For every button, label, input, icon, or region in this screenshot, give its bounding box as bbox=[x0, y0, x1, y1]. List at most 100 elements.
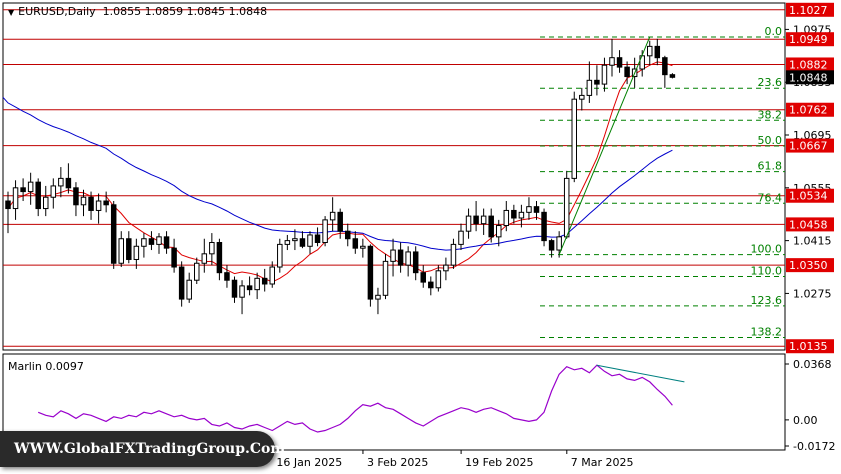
candle-body bbox=[224, 272, 230, 281]
fib-label: 76.4 bbox=[758, 191, 783, 204]
y-tick-label: 1.0415 bbox=[793, 235, 832, 248]
fib-label: 100.0 bbox=[751, 243, 783, 256]
candle-body bbox=[390, 249, 396, 262]
candle-body bbox=[397, 249, 404, 266]
candle-body bbox=[95, 200, 102, 211]
level-tag bbox=[786, 57, 834, 72]
candle-body bbox=[435, 270, 442, 289]
fib-label: 0.0 bbox=[765, 25, 783, 38]
level-label: 1.0135 bbox=[789, 340, 828, 353]
current-price-label: 1.0848 bbox=[789, 71, 828, 84]
candle-body bbox=[329, 211, 336, 221]
candle-body bbox=[375, 294, 381, 300]
candle-body bbox=[412, 251, 419, 274]
candle-body bbox=[110, 204, 117, 264]
level-label: 1.0762 bbox=[789, 104, 828, 117]
candle-body bbox=[345, 230, 351, 240]
level-label: 1.0667 bbox=[789, 140, 828, 153]
level-tag bbox=[786, 138, 834, 153]
candle-body bbox=[428, 281, 434, 289]
candle-body bbox=[609, 57, 615, 66]
candle-body bbox=[43, 196, 49, 210]
candle-body bbox=[465, 215, 472, 232]
fib-label: 50.0 bbox=[758, 134, 783, 147]
watermark: WWW.GlobalFXTradingGroup.Com bbox=[0, 431, 285, 467]
high-value: 1.0859 bbox=[144, 5, 184, 18]
candle-body bbox=[284, 240, 291, 245]
candle-body bbox=[194, 262, 200, 281]
candle-body bbox=[254, 277, 260, 291]
divergence-line bbox=[596, 364, 685, 383]
fib-anchor-line bbox=[558, 36, 651, 255]
osc-tick-label: 0.0368 bbox=[793, 358, 832, 371]
level-label: 1.0458 bbox=[789, 218, 828, 231]
x-tick-label: 3 Feb 2025 bbox=[367, 456, 428, 469]
candle-body bbox=[186, 279, 192, 300]
candle-body bbox=[209, 242, 215, 255]
fib-label: 61.8 bbox=[758, 160, 783, 173]
candle-body bbox=[314, 234, 321, 244]
osc-tick-label: -0.0172 bbox=[793, 440, 835, 453]
candle-body bbox=[586, 79, 593, 96]
candle-body bbox=[239, 285, 245, 298]
candle-body bbox=[156, 236, 162, 245]
candle-body bbox=[12, 187, 19, 210]
level-tag bbox=[786, 217, 834, 232]
fib-label: 38.2 bbox=[758, 108, 783, 121]
candle-body bbox=[216, 242, 223, 274]
candle-body bbox=[88, 196, 94, 211]
x-tick-label: 19 Feb 2025 bbox=[465, 456, 533, 469]
candle-body bbox=[322, 219, 328, 244]
candle-body bbox=[473, 215, 479, 225]
level-tag bbox=[786, 32, 834, 47]
candle-body bbox=[269, 266, 275, 285]
candle-body bbox=[5, 200, 11, 210]
level-label: 1.0949 bbox=[789, 33, 828, 46]
candle-body bbox=[277, 243, 283, 268]
level-label: 1.0534 bbox=[789, 190, 828, 203]
candle-body bbox=[246, 285, 253, 291]
candle-body bbox=[503, 209, 510, 227]
candle-body bbox=[367, 245, 374, 300]
candle-body bbox=[50, 185, 57, 198]
candle-body bbox=[533, 206, 540, 213]
candle-body bbox=[571, 98, 577, 179]
candle-body bbox=[141, 238, 147, 247]
candle-body bbox=[405, 251, 411, 266]
candle-body bbox=[450, 243, 457, 266]
candle-body bbox=[126, 238, 132, 260]
candle-body bbox=[624, 66, 630, 78]
candle-body bbox=[563, 177, 570, 238]
chart-header: ▼ EURUSD,Daily 1.0855 1.0859 1.0845 1.084… bbox=[8, 5, 267, 18]
candle-body bbox=[541, 211, 547, 242]
candle-body bbox=[458, 230, 464, 245]
candle-body bbox=[669, 74, 676, 78]
candle-body bbox=[58, 177, 64, 187]
candle-body bbox=[163, 236, 170, 249]
candle-body bbox=[594, 79, 600, 85]
candle-body bbox=[556, 236, 562, 251]
candle-body bbox=[548, 240, 555, 251]
oscillator-label: Marlin 0.0097 bbox=[8, 360, 84, 373]
candle-body bbox=[337, 211, 343, 232]
candle-body bbox=[73, 187, 79, 206]
current-price-tag bbox=[786, 70, 834, 85]
candle-body bbox=[443, 264, 449, 272]
level-tag bbox=[786, 339, 834, 354]
candle-body bbox=[307, 234, 313, 247]
candle-body bbox=[647, 45, 653, 57]
candle-body bbox=[480, 215, 487, 225]
candle-body bbox=[511, 209, 517, 219]
candle-body bbox=[118, 238, 124, 264]
level-tag bbox=[786, 258, 834, 273]
candle-body bbox=[654, 45, 661, 59]
fib-label: 23.6 bbox=[758, 76, 783, 89]
candle-body bbox=[360, 245, 366, 249]
x-tick-label: 16 Jan 2025 bbox=[276, 456, 342, 469]
candle-body bbox=[488, 215, 494, 238]
candle-body bbox=[27, 181, 34, 193]
level-label: 1.0882 bbox=[789, 58, 828, 71]
candle-body bbox=[65, 177, 72, 189]
candle-body bbox=[103, 200, 109, 206]
